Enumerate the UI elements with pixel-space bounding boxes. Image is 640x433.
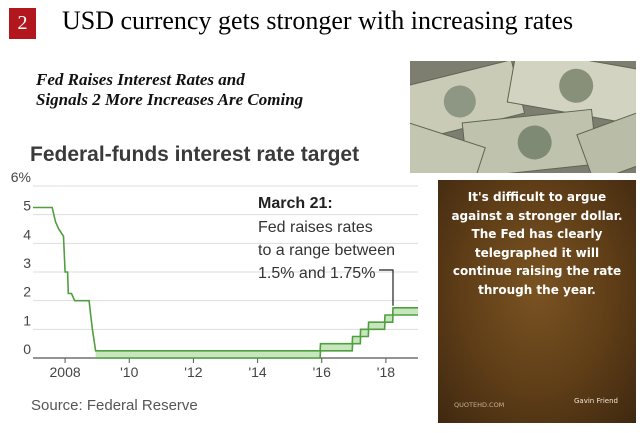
- dollar-bills-image: [410, 61, 636, 173]
- x-tick-label: '12: [184, 364, 202, 380]
- y-tick-label: 1: [23, 312, 31, 328]
- headline-line-2: Signals 2 More Increases Are Coming: [36, 90, 304, 109]
- slide-number: 2: [9, 8, 36, 39]
- rate-chart: 6% 5 4 3 2 1 0 2008 '10 '12 '14 '16 '18 March 21: Fed …: [11, 170, 418, 414]
- annotation-line: Fed raises rates: [258, 219, 373, 236]
- x-tick-label: '14: [248, 364, 266, 380]
- quote-author: Gavin Friend: [574, 397, 618, 405]
- y-tick-label: 3: [23, 255, 31, 271]
- y-tick-label: 6%: [11, 170, 31, 185]
- annotation-pointer: [379, 269, 394, 306]
- chart-source: Source: Federal Reserve: [31, 397, 198, 414]
- annotation-line: to a range between: [258, 242, 395, 259]
- quote-card: It's difficult to argue against a strong…: [438, 180, 636, 423]
- rate-range-band: [95, 307, 418, 358]
- slide-title: USD currency gets stronger with increasi…: [62, 6, 574, 35]
- quote-text: It's difficult to argue against a strong…: [451, 190, 623, 297]
- article-headline: Fed Raises Interest Rates and Signals 2 …: [36, 70, 366, 110]
- x-tick-label: 2008: [50, 364, 81, 380]
- annotation-title: March 21:: [258, 195, 333, 212]
- y-tick-label: 2: [23, 284, 31, 300]
- quote-site: QUOTEHD.COM: [454, 401, 505, 409]
- money-photo: [410, 61, 636, 173]
- y-tick-label: 4: [23, 226, 31, 242]
- x-tick-label: '16: [313, 364, 331, 380]
- x-tick-label: '10: [120, 364, 138, 380]
- y-tick-label: 5: [23, 198, 31, 214]
- headline-line-1: Fed Raises Interest Rates and: [36, 70, 245, 89]
- rate-lower-line: [95, 314, 418, 359]
- annotation-line: 1.5% and 1.75%: [258, 265, 375, 282]
- y-tick-label: 0: [23, 341, 31, 357]
- x-tick-label: '18: [377, 364, 395, 380]
- chart-title: Federal-funds interest rate target: [30, 143, 360, 166]
- rate-upper-line: [33, 206, 418, 352]
